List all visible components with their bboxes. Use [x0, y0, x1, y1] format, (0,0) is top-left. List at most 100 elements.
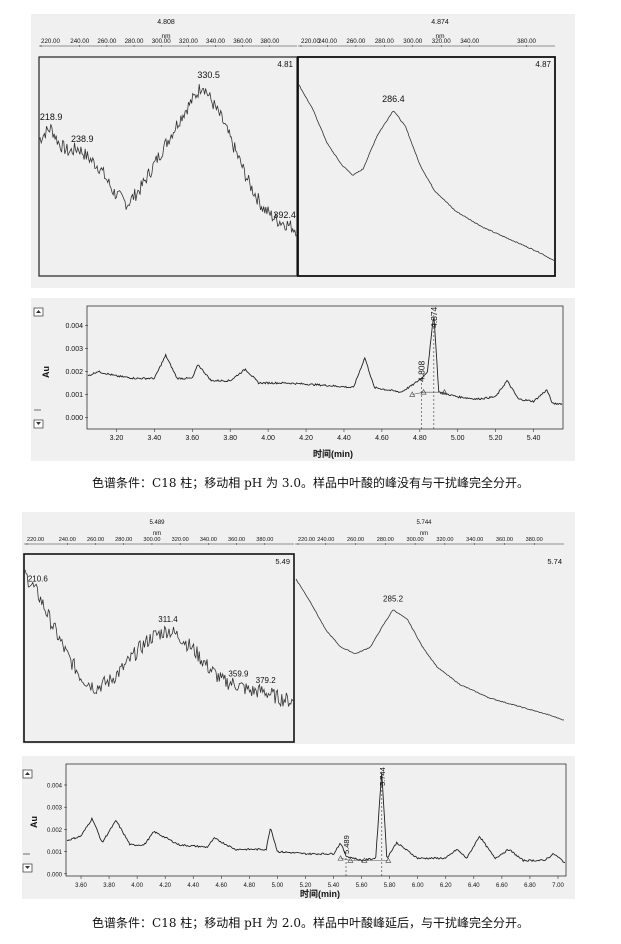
- x-tick-label: 5.00: [272, 883, 284, 889]
- y-tick-label: 0.000: [47, 872, 63, 878]
- chromatogram-line: [66, 772, 566, 863]
- x-tick-label: 6.00: [412, 883, 424, 889]
- spectrum-tick-label: 260.00: [87, 537, 104, 543]
- figure-caption-1: 色谱条件：C18 柱；移动相 pH 为 3.0。样品中叶酸的峰没有与干扰峰完全分…: [92, 476, 529, 490]
- spectra-svg-2: 5.489 nm 220.00 240.00 260.00 280.00 300.00 3…: [23, 520, 565, 743]
- spectrum-tick-label: 300.00: [152, 38, 171, 45]
- x-tick-label: 6.40: [468, 883, 480, 889]
- spectrum-unit: nm: [435, 33, 444, 40]
- integration-marker: [347, 857, 354, 863]
- spectrum-tick-label: 380.00: [260, 38, 279, 45]
- y-tick-label: 0.001: [47, 850, 63, 856]
- y-tick-label: 0.001: [65, 392, 83, 399]
- spectrum-tick-label: 280.00: [377, 537, 394, 543]
- x-tick-label: 4.60: [215, 883, 227, 889]
- spectrum-tick-label: 240.00: [59, 537, 76, 543]
- spectrum-header: 4.808: [157, 19, 175, 26]
- spectrum-frame: [297, 56, 556, 277]
- y-tick-label: 0.003: [47, 806, 63, 812]
- spectrum-tick-label: 380.00: [256, 537, 273, 543]
- spectrum-tick-label: 220.00: [27, 537, 44, 543]
- spectrum-line: [24, 569, 294, 708]
- spectrum-time-label: 4.87: [535, 60, 551, 69]
- peak-label: 210.6: [28, 575, 49, 584]
- plot-frame: [86, 305, 564, 430]
- figure-caption-2: 色谱条件：C18 柱；移动相 pH 为 2.0。样品中叶酸峰延后，与干扰峰完全分…: [92, 916, 529, 930]
- x-tick-label: 7.00: [552, 883, 564, 889]
- spectrum-tick-label: 280.00: [115, 537, 132, 543]
- x-tick-label: 6.20: [440, 883, 452, 889]
- x-tick-label: 5.40: [527, 435, 541, 442]
- peak-label: 379.2: [256, 676, 277, 685]
- integration-baseline: [340, 857, 389, 861]
- x-tick-label: 3.40: [148, 435, 162, 442]
- spectrum-tick-label: 340.00: [466, 537, 483, 543]
- y-tick-label: 0.000: [65, 415, 83, 422]
- peak-time-label: 5.744: [378, 767, 387, 786]
- x-tick-label: 4.20: [299, 435, 313, 442]
- peak-label: 218.9: [40, 112, 63, 122]
- x-tick-label: 5.60: [356, 883, 368, 889]
- integration-marker: [361, 857, 368, 863]
- chromatogram-svg-2: Au 0.004 0.003 0.002 0.001 0.000 3.60 3.80 4.00…: [22, 763, 567, 899]
- x-tick-label: 4.00: [261, 435, 275, 442]
- x-tick-label: 3.60: [185, 435, 199, 442]
- spectrum-frame: [38, 56, 298, 277]
- spectrum-tick-label: 300.00: [407, 537, 424, 543]
- spectrum-tick-label: 300.00: [403, 38, 422, 45]
- spectrum-time-label: 4.81: [277, 60, 293, 69]
- spectrum-line: [295, 578, 565, 721]
- x-tick-label: 4.20: [159, 883, 171, 889]
- spectrum-tick-label: 220.00: [298, 537, 315, 543]
- x-tick-label: 3.80: [103, 883, 115, 889]
- peak-time-label: 5.489: [342, 835, 351, 854]
- spectrum-line: [298, 84, 556, 262]
- integration-marker: [385, 857, 392, 863]
- chromatogram-svg-1: Au 0.004 0.003 0.002 0.001 0.000 3.20 3.40 3.60…: [33, 305, 564, 459]
- y-tick-label: 0.002: [65, 369, 83, 376]
- spectrum-line: [38, 84, 298, 237]
- y-axis-label: Au: [29, 816, 39, 828]
- peak-label: 392.4: [273, 210, 296, 220]
- y-tick-label: 0.004: [47, 783, 63, 789]
- x-tick-label: 3.20: [110, 435, 124, 442]
- x-tick-label: 4.80: [413, 435, 427, 442]
- spectrum-unit: nm: [420, 531, 428, 537]
- spectrum-tick-label: 240.00: [70, 38, 89, 45]
- peak-label: 311.4: [158, 615, 178, 624]
- spectra-panel-1: 4.808 nm 220.00 240.00 260.00 280.00 300.00 3…: [31, 14, 575, 288]
- x-tick-label: 5.20: [489, 435, 503, 442]
- x-tick-label: 5.00: [451, 435, 465, 442]
- peak-time-label: 4.808: [416, 360, 426, 382]
- spectrum-unit: nm: [153, 531, 161, 537]
- spectrum-frame: [23, 553, 295, 743]
- integration-marker: [337, 855, 344, 861]
- chromatogram-line: [87, 317, 563, 406]
- x-tick-label: 4.40: [337, 435, 351, 442]
- spectrum-tick-label: 220.00: [301, 38, 320, 45]
- spectrum-tick-label: 240.00: [318, 38, 337, 45]
- x-axis-label: 时间(min): [313, 448, 353, 459]
- x-tick-label: 3.80: [223, 435, 237, 442]
- integration-marker: [441, 389, 448, 395]
- spectrum-tick-label: 280.00: [125, 38, 144, 45]
- peak-label: 359.9: [228, 669, 249, 678]
- peak-time-label: 4.874: [429, 306, 439, 328]
- spectrum-time-label: 5.74: [547, 557, 562, 566]
- spectrum-tick-label: 320.00: [172, 537, 189, 543]
- spectrum-tick-label: 340.00: [206, 38, 225, 45]
- spectrum-tick-label: 380.00: [526, 537, 543, 543]
- integration-baseline: [412, 391, 445, 395]
- peak-label: 330.5: [197, 70, 220, 80]
- integration-marker: [420, 389, 427, 395]
- spectrum-tick-label: 260.00: [97, 38, 116, 45]
- integration-marker: [409, 391, 416, 397]
- spectrum-tick-label: 340.00: [460, 38, 479, 45]
- spectrum-tick-label: 340.00: [200, 537, 217, 543]
- spectrum-tick-label: 300.00: [143, 537, 160, 543]
- x-tick-label: 5.40: [328, 883, 340, 889]
- spectrum-tick-label: 280.00: [375, 38, 394, 45]
- y-tick-label: 0.004: [65, 323, 83, 330]
- chromatogram-panel-2: Au 0.004 0.003 0.002 0.001 0.000 3.60 3.80 4.00…: [22, 756, 575, 899]
- spectrum-tick-label: 260.00: [347, 537, 364, 543]
